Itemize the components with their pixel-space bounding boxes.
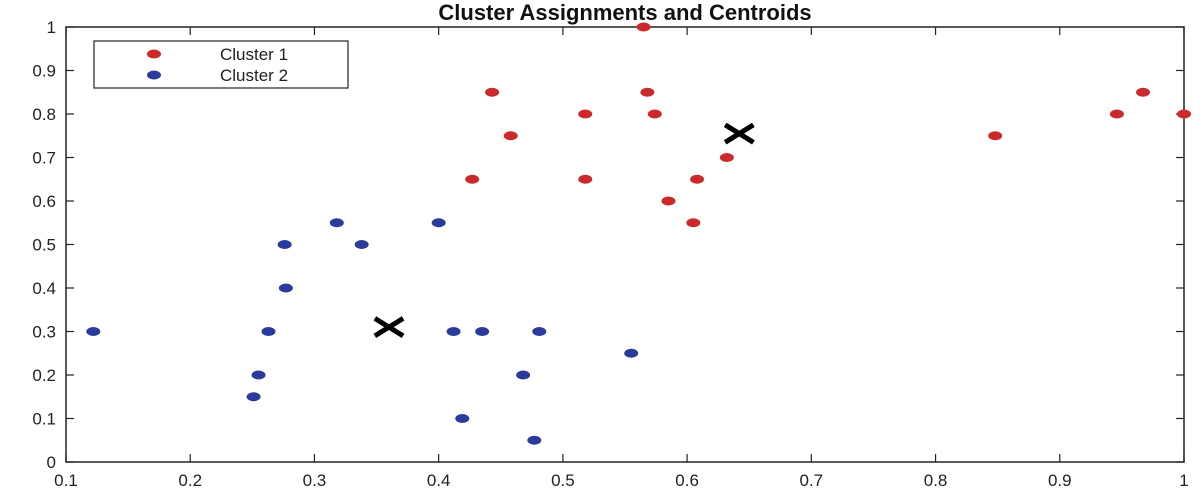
x-tick-label: 0.4	[427, 471, 451, 490]
data-point	[1177, 109, 1191, 119]
data-point	[261, 327, 276, 336]
legend-marker	[147, 49, 161, 59]
chart-title: Cluster Assignments and Centroids	[438, 0, 812, 25]
data-point	[640, 87, 655, 97]
y-tick-label: 0.2	[32, 366, 56, 385]
data-point	[86, 327, 101, 336]
y-tick-label: 0.4	[32, 279, 56, 298]
data-point	[485, 87, 500, 97]
y-tick-label: 0.7	[32, 149, 56, 168]
data-point	[246, 392, 261, 402]
y-tick-label: 0.9	[32, 62, 56, 81]
data-point	[431, 218, 446, 228]
x-tick-label: 0.6	[675, 471, 699, 490]
y-tick-label: 0.8	[32, 105, 56, 124]
data-point	[455, 414, 470, 423]
centroid-marker	[723, 122, 755, 145]
x-tick-label: 0.5	[551, 471, 575, 490]
x-tick-label: 0.8	[924, 471, 948, 490]
data-point	[251, 370, 266, 380]
x-tick-label: 0.7	[800, 471, 824, 490]
data-point	[278, 283, 293, 293]
data-point	[277, 240, 292, 249]
data-point	[636, 22, 651, 32]
data-point	[578, 174, 593, 184]
data-point	[661, 196, 676, 206]
y-axis: 0 0.1 0.2 0.3 0.4 0.5 0.6 0.7 0.8 0.9 1	[32, 18, 1184, 472]
centroid-stroke	[723, 122, 755, 145]
y-tick-label: 0.3	[32, 323, 56, 342]
legend-item: Cluster 1	[147, 45, 288, 64]
y-tick-label: 0.6	[32, 192, 56, 211]
data-point	[354, 240, 369, 249]
data-point	[988, 131, 1003, 141]
data-point	[686, 218, 701, 228]
legend-label: Cluster 2	[220, 66, 288, 85]
legend-box	[93, 40, 349, 89]
x-axis: 0.1 0.2 0.3 0.4 0.5 0.6 0.7 0.8 0.9 1	[54, 27, 1189, 490]
x-tick-label: 0.1	[54, 471, 78, 490]
y-tick-label: 0.5	[32, 236, 56, 255]
plot-frame	[65, 26, 1185, 463]
series-1	[465, 22, 1191, 228]
data-point	[329, 218, 344, 228]
data-point	[503, 131, 518, 141]
data-point	[475, 327, 490, 336]
data-point	[578, 109, 593, 119]
x-tick-label: 0.2	[178, 471, 202, 490]
series-2	[86, 218, 639, 445]
legend: Cluster 1 Cluster 2	[93, 40, 349, 89]
centroid-marker	[373, 316, 405, 339]
data-point	[532, 327, 547, 336]
data-point	[690, 174, 705, 184]
centroid-stroke	[373, 316, 405, 339]
data-point	[516, 370, 531, 380]
y-tick-label: 0.1	[32, 410, 56, 429]
data-point	[465, 174, 480, 184]
data-point	[446, 327, 461, 336]
x-tick-label: 1	[1179, 471, 1188, 490]
legend-item: Cluster 2	[147, 66, 288, 85]
data-point	[1136, 87, 1151, 97]
y-tick-label: 0	[47, 453, 56, 472]
data-point	[719, 153, 734, 162]
legend-marker	[147, 70, 161, 80]
data-point	[1109, 109, 1124, 119]
data-point	[624, 348, 639, 358]
y-tick-label: 1	[47, 18, 56, 37]
data-point	[527, 435, 542, 445]
data-point	[647, 109, 662, 119]
legend-label: Cluster 1	[220, 45, 288, 64]
centroids	[373, 122, 755, 339]
x-tick-label: 0.3	[303, 471, 327, 490]
x-tick-label: 0.9	[1048, 471, 1072, 490]
